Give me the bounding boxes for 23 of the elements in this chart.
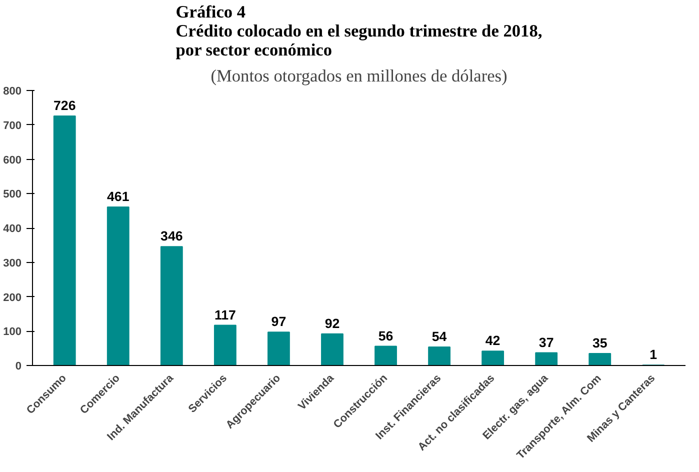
data-label: 37	[538, 334, 554, 350]
data-label: 346	[160, 228, 183, 244]
data-label: 56	[378, 328, 394, 344]
y-tick-label: 100	[3, 326, 22, 338]
chart-subtitle: (Montos otorgados en millones de dólares)	[210, 66, 508, 86]
data-label: 97	[271, 314, 286, 330]
y-tick-label: 0	[15, 360, 22, 372]
data-label: 1	[650, 347, 658, 362]
y-tick-label: 700	[3, 120, 22, 132]
data-label: 54	[432, 328, 448, 344]
y-tick-label: 300	[3, 257, 22, 270]
y-tick-label: 500	[3, 188, 22, 201]
data-label: 726	[53, 98, 76, 113]
chart-title: Gráfico 4 Crédito colocado en el segundo trimestre de 2018, por sector económico	[176, 2, 542, 60]
y-tick-label: 400	[3, 223, 22, 235]
data-label: 42	[485, 333, 500, 348]
data-label: 117	[214, 307, 236, 322]
data-label: 35	[592, 335, 608, 350]
y-tick-label: 800	[3, 86, 22, 98]
y-tick-label: 600	[3, 154, 22, 166]
data-label: 461	[107, 189, 130, 204]
y-tick-label: 200	[3, 292, 22, 304]
data-label: 92	[324, 316, 340, 331]
